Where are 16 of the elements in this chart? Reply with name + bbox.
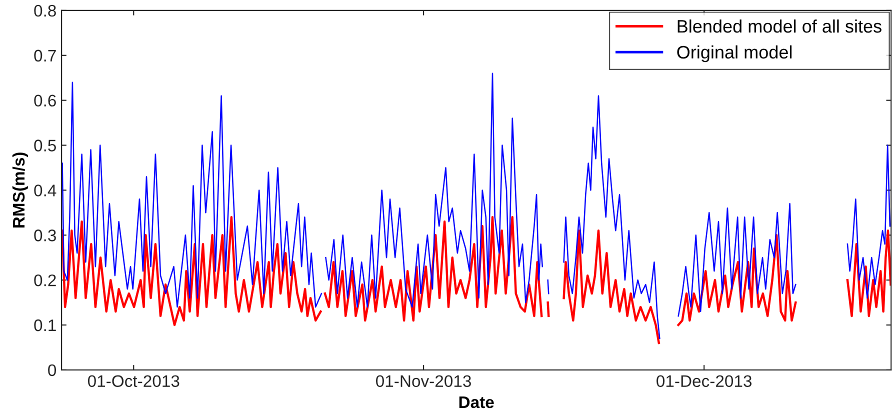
y-tick-label: 0.5: [34, 140, 56, 152]
y-tick-label: 0: [48, 364, 56, 376]
y-tick-label: 0.6: [34, 94, 56, 107]
x-tick-label: 01-Oct-2013: [88, 375, 180, 388]
y-tick-label: 0.2: [34, 274, 56, 286]
y-tick-label: 0.8: [34, 4, 56, 17]
y-tick-label: 0.1: [34, 319, 56, 332]
y-tick-label: 0.7: [34, 50, 56, 62]
legend-label: Original model: [677, 45, 792, 62]
y-axis-title: RMS(m/s): [12, 152, 28, 228]
x-tick-label: 01-Nov-2013: [376, 375, 471, 388]
x-axis-title: Date: [459, 396, 494, 408]
legend-label: Blended model of all sites: [678, 19, 882, 33]
y-tick-label: 0.4: [34, 184, 56, 196]
x-tick-label: 01-Dec-2013: [656, 375, 752, 388]
y-tick-label: 0.3: [34, 230, 56, 242]
